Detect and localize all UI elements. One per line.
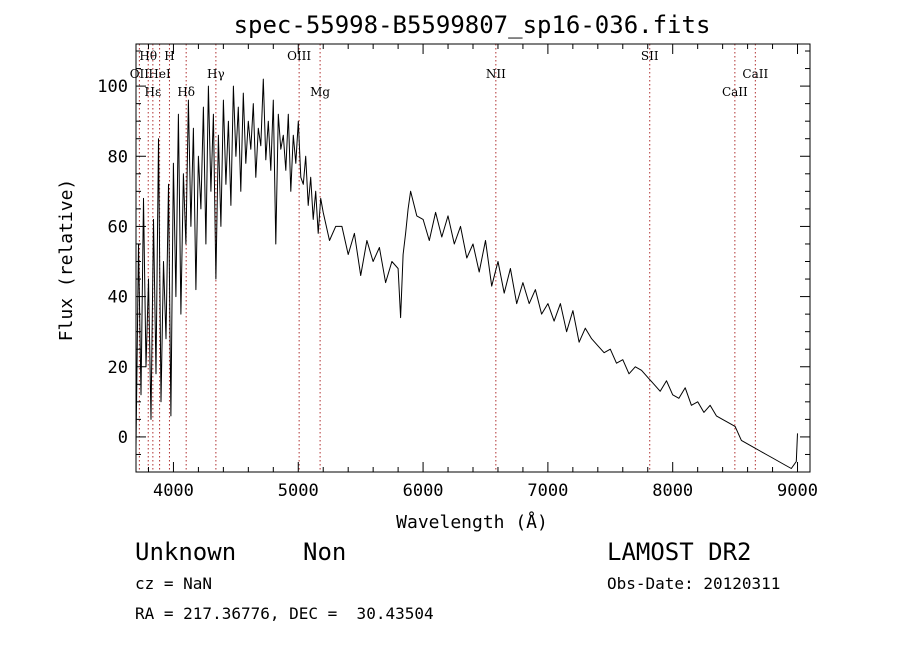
spectrum-line: [135, 78, 798, 469]
axes: [135, 43, 811, 473]
line-marker-label: Hθ: [139, 49, 157, 63]
spectrum-series: [135, 78, 798, 469]
line-marker-label: CaII: [742, 67, 768, 81]
x-tick-label: 6000: [403, 481, 444, 501]
line-marker-label: Mg: [310, 85, 330, 99]
line-marker-label: Hδ: [177, 85, 195, 99]
y-tick-label: 100: [97, 77, 128, 97]
object-class: Unknown: [135, 538, 237, 566]
tick-marks: 4000 5000 6000 7000 8000 9000 0 20 40 60 80 100: [97, 44, 818, 501]
coordinates: RA = 217.36776, DEC = 30.43504: [135, 604, 434, 623]
x-tick-label: 4000: [153, 481, 194, 501]
object-subclass: Non: [303, 538, 347, 566]
survey-name: LAMOST DR2: [607, 538, 752, 566]
spectral-line-markers: Hθ H OII HeI OIII NII SII CaII Hε Hγ Hδ Mg CaII: [130, 44, 768, 472]
x-tick-label: 7000: [527, 481, 568, 501]
line-marker-label: NII: [486, 67, 506, 81]
observation-date: Obs-Date: 20120311: [607, 574, 781, 593]
line-marker-label: HeI: [148, 67, 171, 81]
chart-title: spec-55998-B5599807_sp16-036.fits: [234, 11, 711, 39]
line-marker-label: CaII: [722, 85, 748, 99]
line-marker-label: OII: [130, 67, 150, 81]
y-tick-label: 60: [108, 217, 128, 237]
y-tick-label: 0: [118, 428, 128, 448]
x-tick-label: 5000: [278, 481, 319, 501]
plot-frame: [135, 43, 811, 473]
line-marker-label: SII: [641, 49, 659, 63]
x-tick-label: 8000: [652, 481, 693, 501]
y-axis-label: Flux (relative): [56, 179, 77, 342]
line-marker-label: Hε: [145, 85, 162, 99]
redshift-cz: cz = NaN: [135, 574, 213, 593]
x-axis-label: Wavelength (Å): [396, 511, 548, 533]
y-tick-label: 80: [108, 147, 128, 167]
line-marker-label: Hγ: [207, 67, 225, 81]
y-tick-label: 20: [108, 358, 128, 378]
y-tick-label: 40: [108, 288, 128, 308]
x-tick-label: 9000: [777, 481, 818, 501]
line-marker-label: OIII: [287, 49, 311, 63]
line-marker-label: H: [164, 49, 174, 63]
